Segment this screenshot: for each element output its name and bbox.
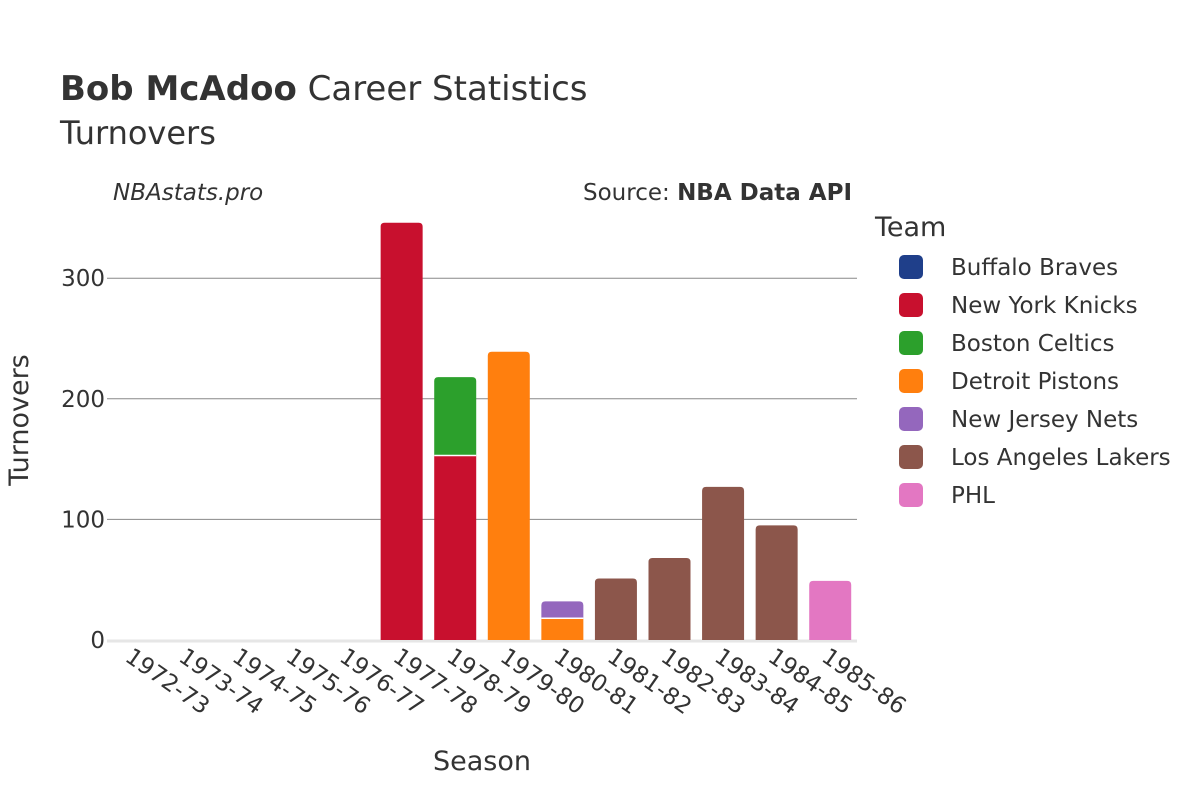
source-name: NBA Data API	[677, 180, 852, 206]
gridlines	[107, 277, 857, 643]
legend-swatch-buffalo-braves	[899, 255, 923, 279]
legend-swatch-new-jersey-nets	[899, 407, 923, 431]
bar-new-york-knicks-1977-78	[380, 222, 423, 640]
bar-los-angeles-lakers-1982-83	[648, 557, 691, 640]
y-tick-300: 300	[61, 266, 105, 292]
legend-label-detroit-pistons: Detroit Pistons	[951, 369, 1119, 395]
bar-los-angeles-lakers-1984-85	[755, 525, 798, 640]
legend-label-new-jersey-nets: New Jersey Nets	[951, 407, 1138, 433]
source-credit: Source: NBA Data API	[583, 180, 852, 206]
bar-new-jersey-nets-1980-81	[541, 601, 584, 619]
legend-swatch-boston-celtics	[899, 331, 923, 355]
legend-swatch-los-angeles-lakers	[899, 445, 923, 469]
watermark: NBAstats.pro	[113, 180, 263, 206]
title-player-name: Bob McAdoo	[60, 69, 297, 109]
legend-label-phl: PHL	[951, 483, 995, 509]
bar-los-angeles-lakers-1981-82	[594, 578, 637, 640]
y-tick-labels: 0 100 200 300	[61, 266, 105, 654]
legend-swatch-new-york-knicks	[899, 293, 923, 317]
legend-swatch-phl	[899, 483, 923, 507]
chart-title: Bob McAdoo Career Statistics	[60, 69, 587, 109]
legend-label-los-angeles-lakers: Los Angeles Lakers	[951, 445, 1171, 471]
source-space	[670, 180, 677, 206]
bars	[380, 222, 852, 640]
bar-detroit-pistons-1979-80	[487, 351, 530, 640]
legend-label-boston-celtics: Boston Celtics	[951, 331, 1114, 357]
legend-label-new-york-knicks: New York Knicks	[951, 293, 1138, 319]
legend-label-buffalo-braves: Buffalo Braves	[951, 255, 1118, 281]
bar-boston-celtics-1978-79	[434, 377, 477, 456]
legend-swatch-detroit-pistons	[899, 369, 923, 393]
x-tick-labels: 1972-731973-741974-751975-761976-771977-…	[120, 644, 910, 720]
source-prefix: Source:	[583, 180, 670, 206]
y-tick-0: 0	[90, 628, 105, 654]
legend-title: Team	[874, 212, 946, 243]
bar-detroit-pistons-1980-81	[541, 618, 584, 640]
y-axis-label: Turnovers	[4, 354, 35, 487]
title-career-statistics: Career Statistics	[308, 69, 588, 109]
bar-new-york-knicks-1978-79	[434, 455, 477, 640]
y-tick-100: 100	[61, 507, 105, 533]
title-rest	[297, 69, 308, 109]
bar-los-angeles-lakers-1983-84	[702, 486, 745, 640]
chart-subtitle: Turnovers	[59, 114, 216, 152]
bar-phl-1985-86	[809, 580, 852, 640]
y-tick-200: 200	[61, 387, 105, 413]
x-axis-label: Season	[433, 746, 531, 777]
legend: Team Buffalo Braves New York Knicks Boston…	[874, 212, 1171, 509]
